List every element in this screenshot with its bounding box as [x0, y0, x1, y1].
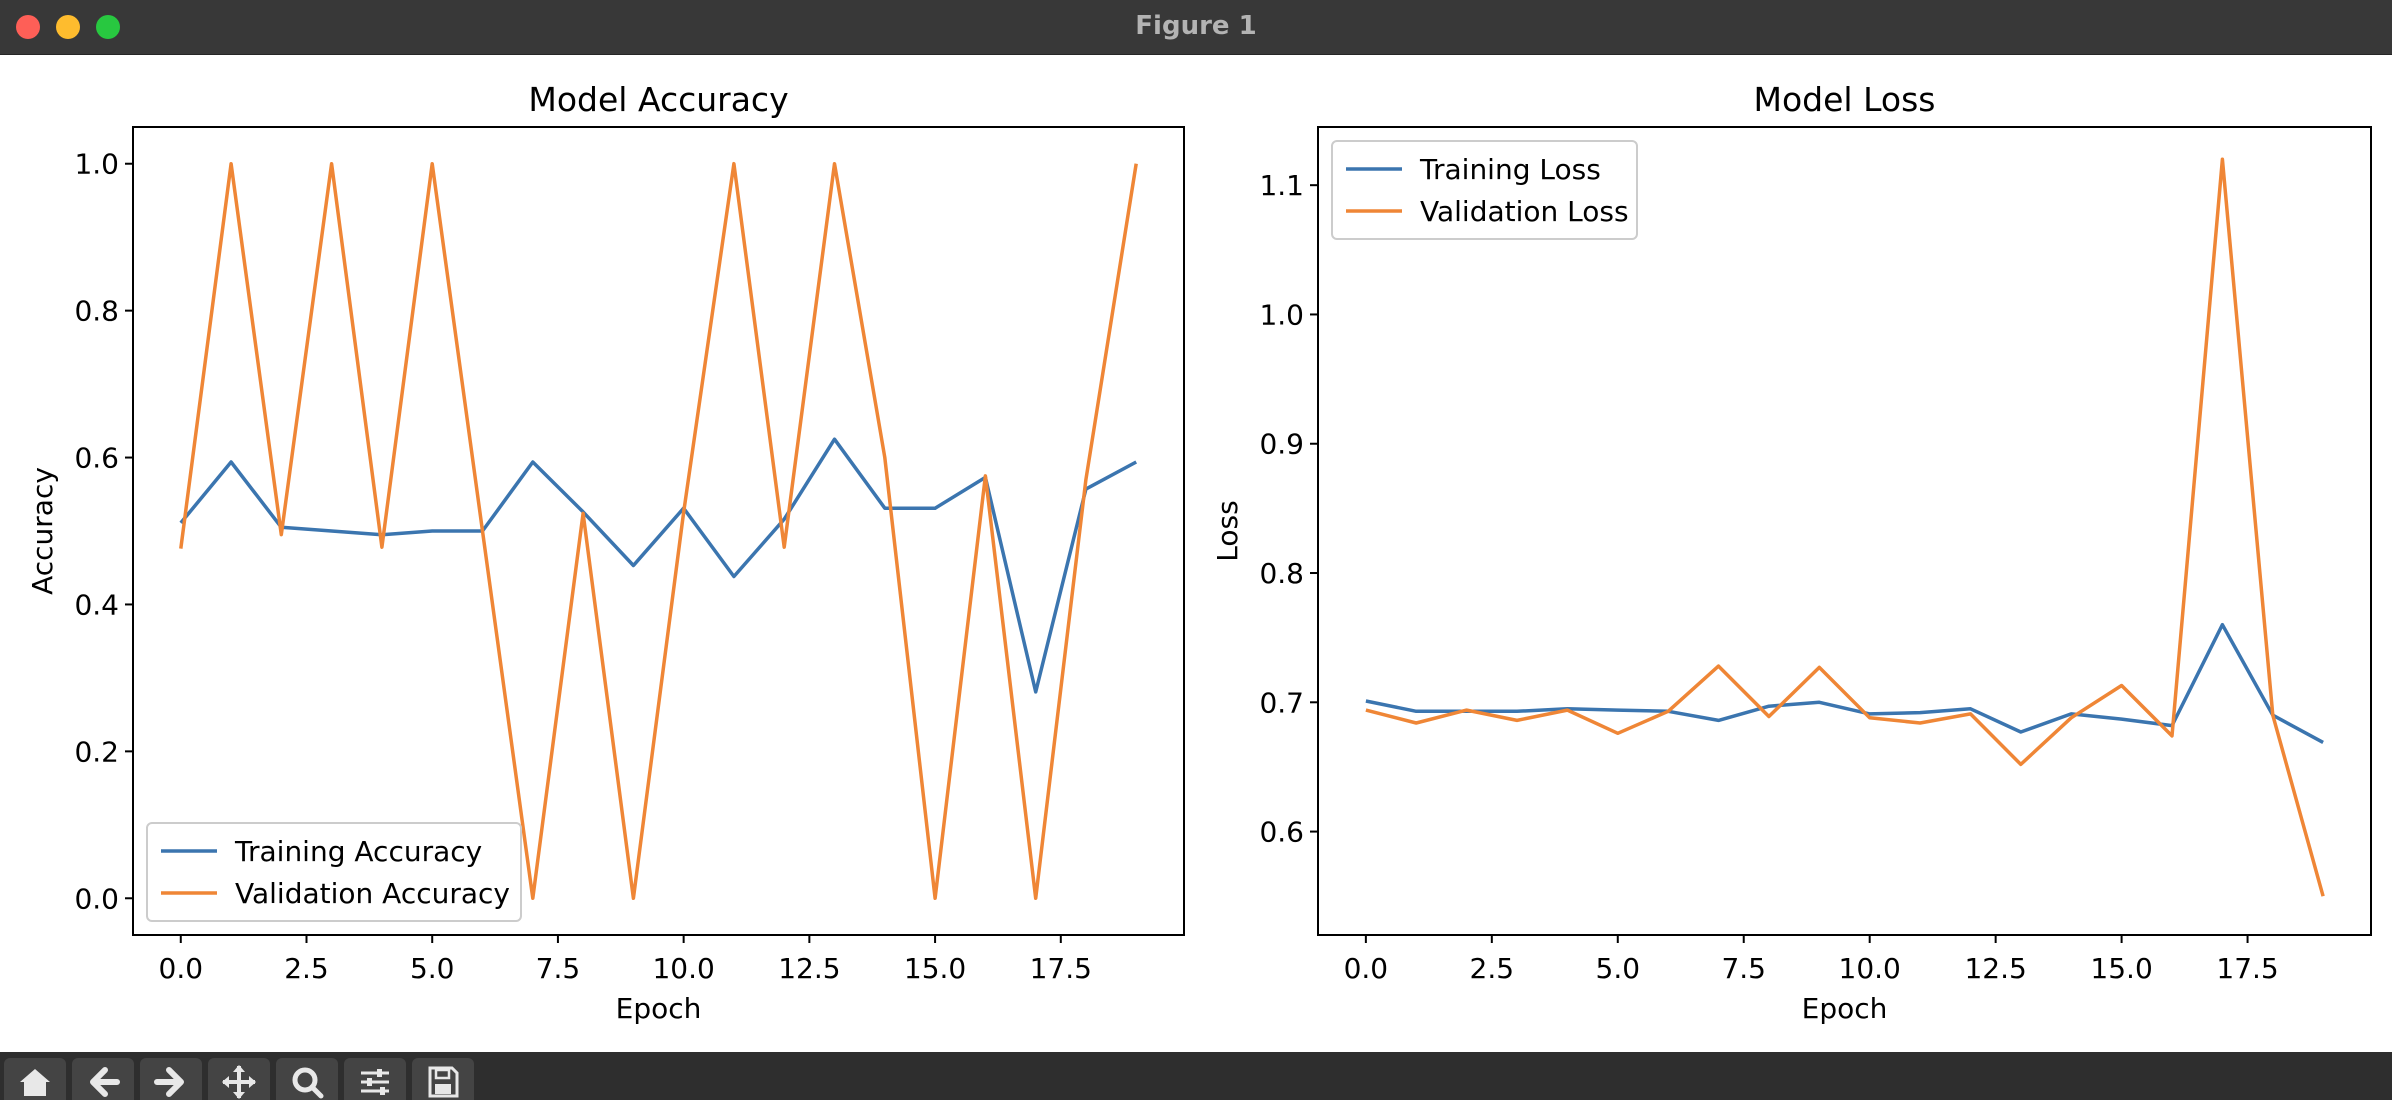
axes-frame — [132, 126, 1185, 936]
accuracy-chart: Model Accuracy 0.0 2.5 5.0 7.5 10.0 12.5 15.0 17… — [26, 80, 1185, 1025]
navigation-toolbar — [0, 1052, 2392, 1100]
maximize-window-button[interactable] — [96, 15, 120, 39]
forward-button[interactable] — [140, 1058, 202, 1100]
x-axis-label: Epoch — [1802, 992, 1888, 1025]
series-line-validation — [1365, 157, 2325, 897]
x-tick-label: 2.5 — [284, 952, 329, 985]
legend-box — [1331, 140, 1638, 240]
x-tick-label: 0.0 — [1344, 952, 1389, 985]
minimize-window-button[interactable] — [56, 15, 80, 39]
x-tick-label: 17.5 — [2216, 952, 2278, 985]
home-icon — [20, 1069, 50, 1096]
series-line-training — [179, 437, 1138, 694]
y-axis-label: Accuracy — [26, 467, 59, 595]
window-titlebar: Figure 1 — [0, 0, 2392, 55]
x-tick-label: 5.0 — [410, 952, 455, 985]
series-line-training — [1365, 622, 2324, 744]
x-tick-label: 0.0 — [159, 952, 204, 985]
figure-canvas: Model Accuracy 0.0 2.5 5.0 7.5 10.0 12.5 15.0 17… — [26, 80, 2372, 1025]
x-tick-label: 5.0 — [1596, 952, 1641, 985]
y-tick-label: 0.9 — [1259, 428, 1304, 461]
x-tick-label: 15.0 — [904, 952, 966, 985]
y-tick-label: 0.4 — [74, 588, 119, 621]
legend-entry: Training Loss — [1419, 153, 1601, 186]
legend: Training Accuracy Validation Accuracy — [146, 822, 522, 922]
y-tick-label: 1.1 — [1259, 169, 1304, 202]
pan-button[interactable] — [208, 1058, 270, 1100]
chart-title: Model Loss — [1754, 80, 1936, 119]
home-button[interactable] — [4, 1058, 66, 1100]
configure-subplots-button[interactable] — [344, 1058, 406, 1100]
x-tick-label: 7.5 — [1721, 952, 1766, 985]
back-button[interactable] — [72, 1058, 134, 1100]
legend-entry: Validation Accuracy — [235, 877, 510, 910]
y-tick-label: 1.0 — [74, 148, 119, 181]
x-tick-label: 17.5 — [1030, 952, 1092, 985]
x-tick-label: 7.5 — [536, 952, 581, 985]
y-tick-label: 0.7 — [1259, 686, 1304, 719]
chart-title: Model Accuracy — [528, 80, 788, 119]
x-axis-label: Epoch — [616, 992, 702, 1025]
x-tick-label: 12.5 — [778, 952, 840, 985]
y-axis-label: Loss — [1211, 500, 1244, 561]
axes-frame — [1317, 126, 2372, 936]
back-arrow-icon — [90, 1067, 120, 1097]
x-tick-label: 15.0 — [2090, 952, 2152, 985]
x-tick-label: 12.5 — [1964, 952, 2026, 985]
legend-entry: Training Accuracy — [234, 835, 482, 868]
save-icon — [428, 1066, 459, 1098]
legend-entry: Validation Loss — [1420, 195, 1629, 228]
y-tick-label: 0.6 — [74, 442, 119, 475]
window-title: Figure 1 — [1135, 11, 1257, 41]
x-tick-label: 2.5 — [1470, 952, 1515, 985]
x-tick-label: 10.0 — [1839, 952, 1901, 985]
pan-icon — [222, 1065, 256, 1099]
legend: Training Loss Validation Loss — [1331, 140, 1638, 240]
y-tick-label: 0.8 — [1259, 557, 1304, 590]
y-tick-label: 0.0 — [74, 882, 119, 915]
series-line-validation — [179, 161, 1138, 901]
legend-box — [146, 822, 522, 922]
y-tick-label: 0.2 — [74, 735, 119, 768]
zoom-button[interactable] — [276, 1058, 338, 1100]
forward-arrow-icon — [154, 1067, 184, 1097]
configure-subplots-icon — [361, 1069, 389, 1095]
y-tick-label: 0.8 — [74, 295, 119, 328]
zoom-icon — [292, 1067, 324, 1099]
loss-chart: Model Loss 0.0 2.5 5.0 7.5 10.0 12.5 15.0 17.5 0.… — [1211, 80, 2372, 1025]
save-button[interactable] — [412, 1058, 474, 1100]
y-tick-label: 1.0 — [1259, 298, 1304, 331]
y-tick-label: 0.6 — [1259, 816, 1304, 849]
close-window-button[interactable] — [16, 15, 40, 39]
x-tick-label: 10.0 — [652, 952, 714, 985]
